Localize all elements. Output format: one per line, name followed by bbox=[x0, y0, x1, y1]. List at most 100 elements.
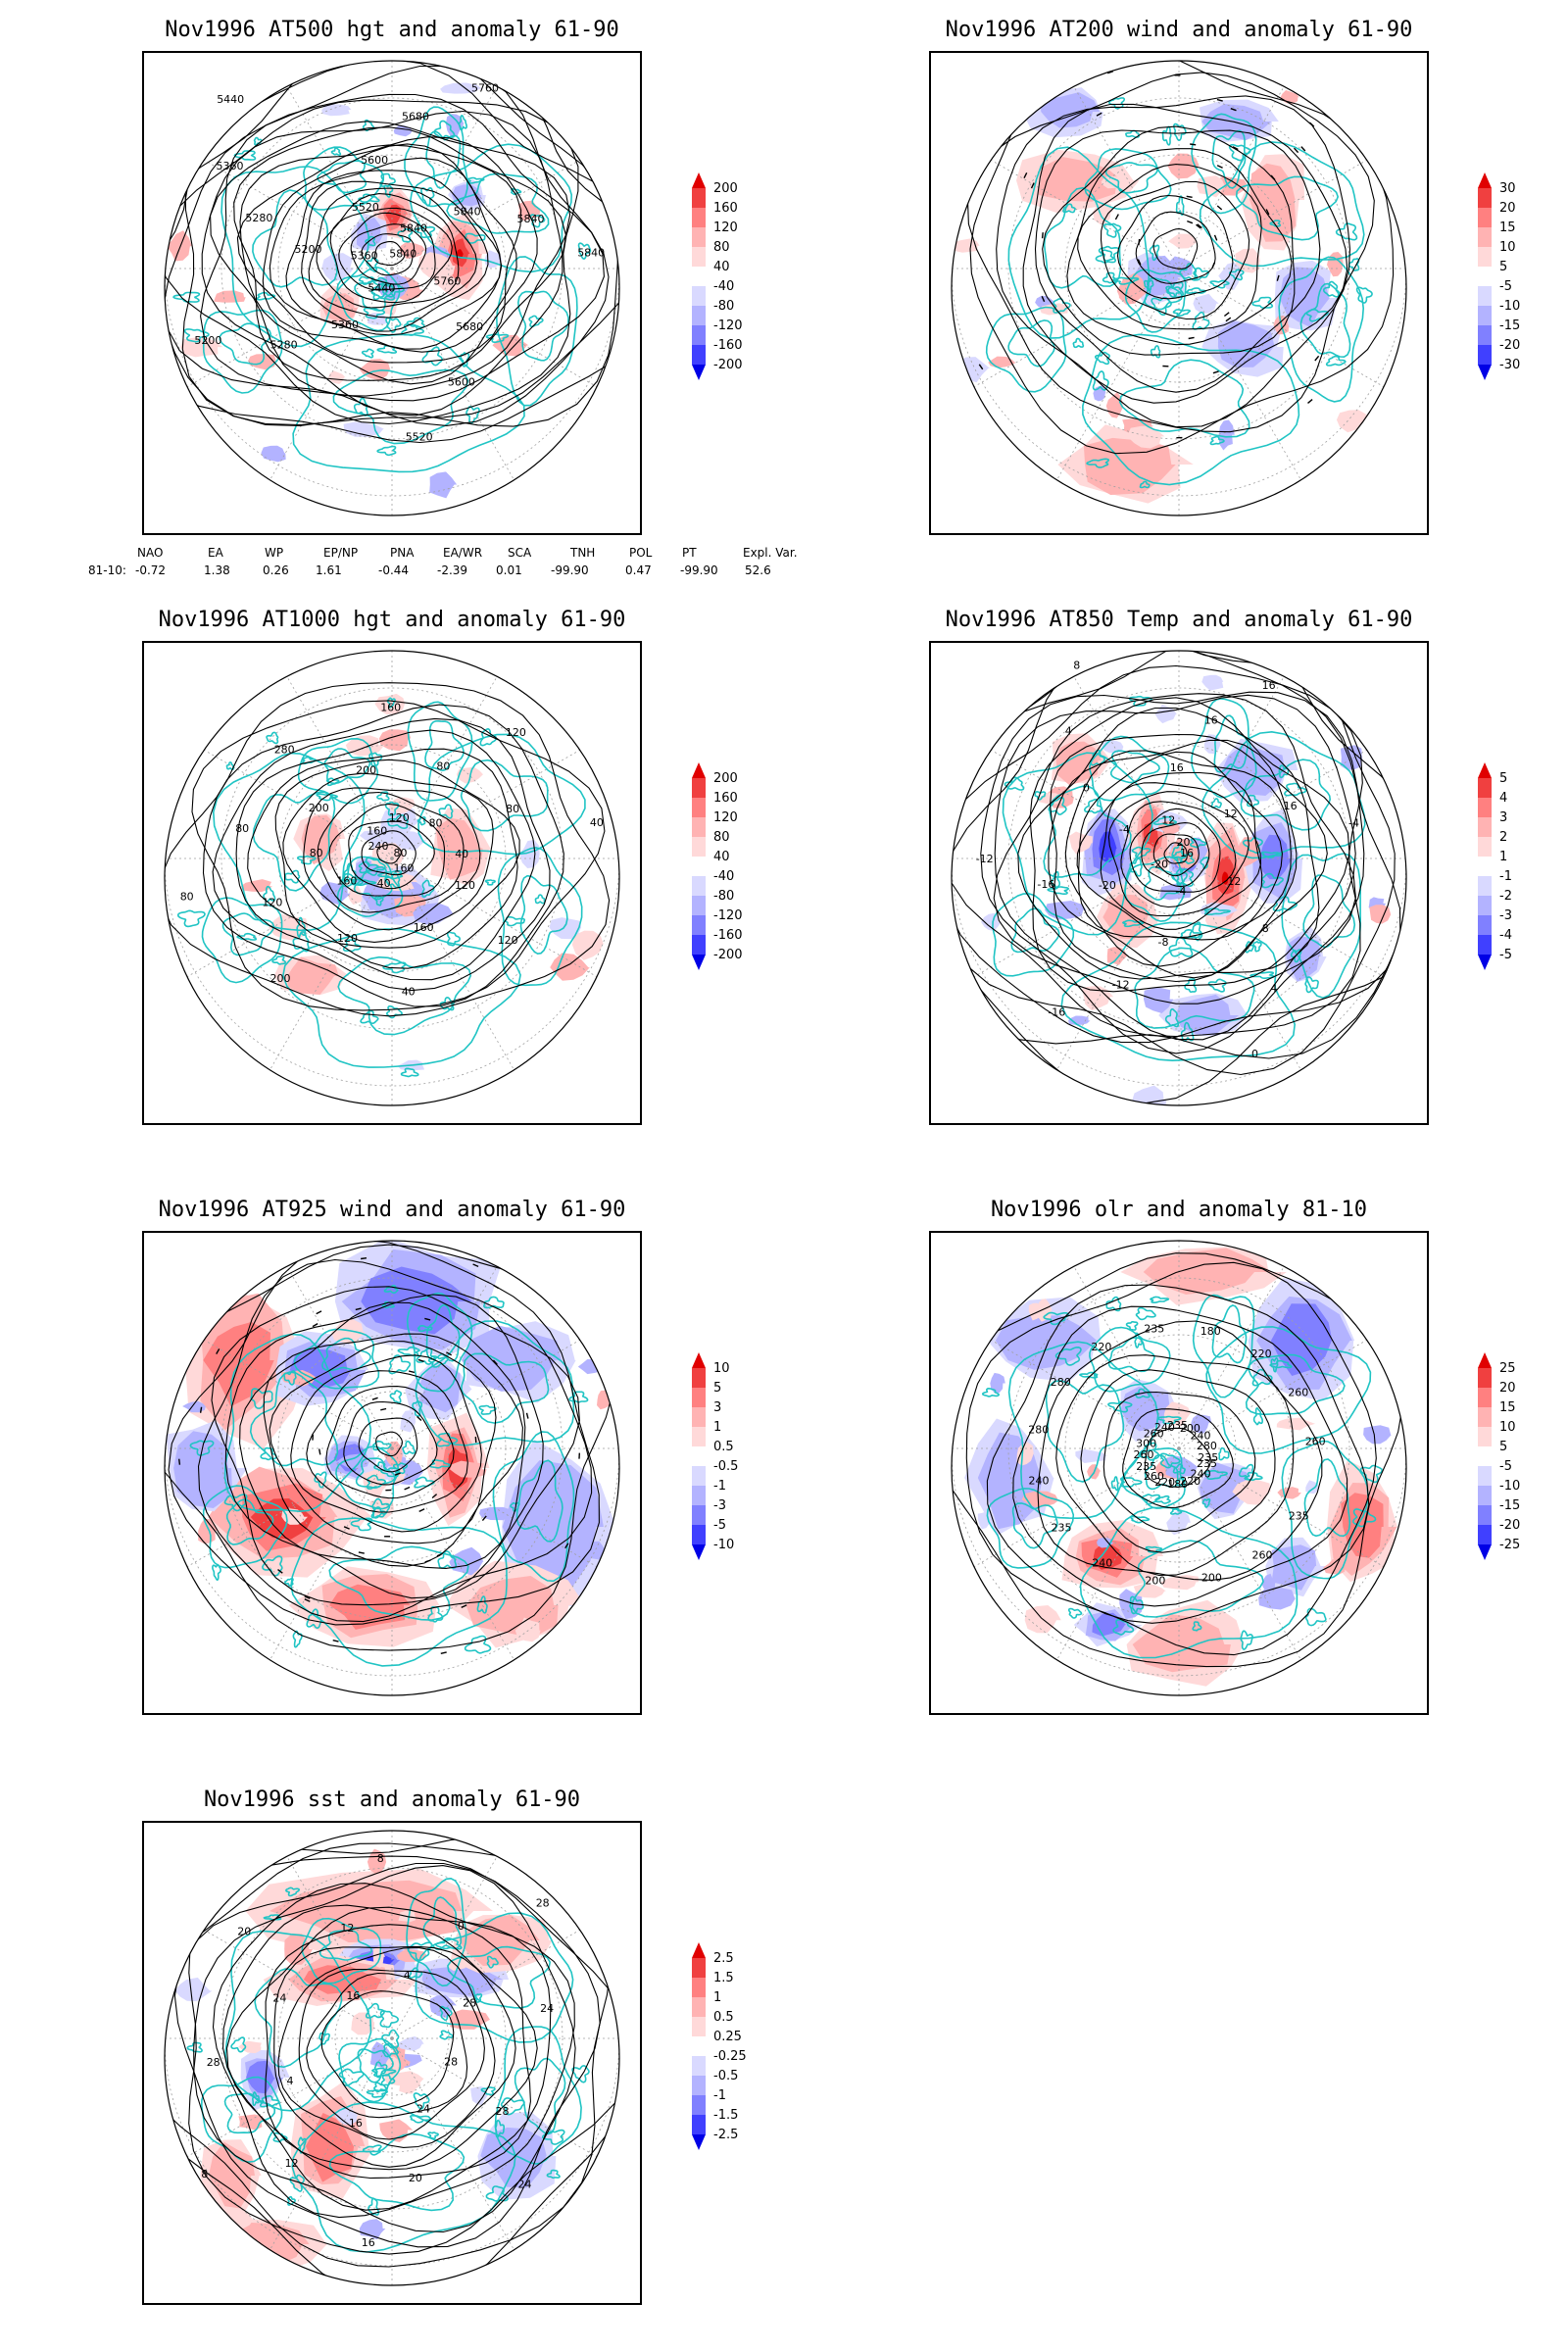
island-coastline bbox=[416, 1348, 437, 1365]
streamline-arrow bbox=[418, 1508, 425, 1513]
coastline bbox=[220, 166, 369, 348]
scale-swatch bbox=[1478, 267, 1492, 286]
island-coastline bbox=[1098, 245, 1120, 262]
streamline-arrow bbox=[355, 1307, 362, 1311]
island-coastline bbox=[480, 2086, 496, 2096]
scale-label: -3 bbox=[713, 1498, 726, 1513]
contour-label: -20 bbox=[1099, 879, 1116, 892]
meridian bbox=[391, 61, 540, 270]
anomaly-shading bbox=[399, 242, 426, 260]
streamline-arrow bbox=[1216, 98, 1223, 102]
island-coastline bbox=[397, 1346, 420, 1357]
scale-swatch bbox=[692, 2017, 706, 2036]
contour-label: 235 bbox=[1198, 1451, 1218, 1464]
island-coastline bbox=[260, 1446, 277, 1461]
coastline bbox=[516, 290, 569, 362]
island-coastline bbox=[1244, 1471, 1263, 1481]
anomaly-shading bbox=[1038, 157, 1122, 202]
anomaly-shading bbox=[287, 956, 339, 995]
island-coastline bbox=[1269, 220, 1282, 227]
contour-line bbox=[376, 844, 402, 864]
scale-label: 40 bbox=[713, 850, 730, 864]
island-coastline bbox=[386, 697, 396, 709]
coastline bbox=[1131, 1540, 1264, 1618]
tele-header: EA/WR bbox=[443, 546, 483, 560]
contour-label: 120 bbox=[389, 811, 410, 824]
scale-label: -200 bbox=[713, 358, 743, 372]
island-coastline bbox=[380, 2074, 396, 2086]
contour-label: 16 bbox=[1284, 800, 1298, 812]
contour-label: 28 bbox=[463, 1996, 476, 2009]
contour-line bbox=[1129, 808, 1221, 893]
coastline bbox=[335, 1446, 400, 1510]
scale-arrow-top bbox=[1478, 1352, 1492, 1368]
contour-label: 4 bbox=[1270, 982, 1277, 995]
island-coastline bbox=[176, 909, 206, 928]
scale-label: 20 bbox=[1499, 1381, 1516, 1396]
streamline-arrow bbox=[1197, 223, 1202, 229]
contour-label: 5840 bbox=[400, 222, 427, 235]
island-coastline bbox=[296, 855, 317, 865]
contour-line bbox=[193, 1865, 576, 2233]
scale-swatch bbox=[692, 778, 706, 798]
contour-label: 80 bbox=[394, 847, 408, 859]
scale-arrow-top bbox=[692, 172, 706, 188]
island-coastline bbox=[466, 176, 485, 184]
contour-label: 235 bbox=[1197, 1457, 1217, 1470]
contour-line bbox=[165, 682, 611, 1017]
anomaly-shading bbox=[417, 252, 456, 279]
scale-label: -2.5 bbox=[713, 2128, 739, 2142]
contour-line bbox=[274, 759, 520, 949]
contour-line bbox=[191, 700, 606, 1011]
contour-line bbox=[375, 1431, 403, 1457]
island-coastline bbox=[402, 1440, 416, 1455]
scale-label: 0.5 bbox=[713, 1440, 734, 1454]
scale-label: -15 bbox=[1499, 318, 1521, 333]
island-coastline bbox=[1251, 296, 1274, 310]
scale-arrow-top bbox=[692, 1352, 706, 1368]
contour-label: 160 bbox=[367, 824, 387, 837]
anomaly-shading bbox=[436, 817, 483, 880]
island-coastline bbox=[494, 2119, 505, 2138]
contour-line bbox=[290, 1354, 482, 1533]
island-coastline bbox=[260, 2095, 280, 2108]
contour-label: 40 bbox=[590, 816, 604, 829]
scale-swatch bbox=[692, 2076, 706, 2095]
scale-label: -2 bbox=[1499, 889, 1512, 904]
island-coastline bbox=[384, 801, 400, 816]
contour-label: 280 bbox=[1051, 1376, 1071, 1389]
anomaly-shading bbox=[571, 930, 604, 960]
hemisphere-boundary bbox=[164, 1830, 620, 2286]
island-coastline bbox=[368, 752, 383, 767]
coastline bbox=[514, 2057, 566, 2135]
contour-line bbox=[952, 651, 1401, 1044]
island-coastline bbox=[189, 1440, 215, 1456]
scale-label: 5 bbox=[713, 1381, 722, 1396]
island-coastline bbox=[415, 225, 436, 238]
polar-map: 28 28 24 24 20 16 16 12 8 4 28 24 20 16 12 8 4 0 28 28 24 bbox=[164, 1830, 620, 2286]
anomaly-shading bbox=[461, 1325, 562, 1392]
scale-label: -5 bbox=[1499, 1459, 1512, 1474]
contour-line bbox=[1152, 228, 1199, 270]
scale-arrow-bottom bbox=[692, 1544, 706, 1560]
island-coastline bbox=[1129, 858, 1143, 877]
island-coastline bbox=[1175, 867, 1188, 887]
scale-swatch bbox=[1478, 1525, 1492, 1544]
coastline bbox=[323, 748, 371, 785]
island-coastline bbox=[292, 1630, 303, 1648]
island-coastline bbox=[1179, 263, 1199, 281]
meridian bbox=[244, 1447, 393, 1695]
tele-value: -99.90 bbox=[551, 564, 589, 577]
island-coastline bbox=[338, 2068, 365, 2086]
contour-line bbox=[952, 1252, 1404, 1668]
meridian bbox=[244, 858, 393, 1105]
contour-line bbox=[269, 157, 502, 350]
coastline bbox=[1211, 129, 1247, 189]
island-coastline bbox=[1251, 1368, 1273, 1387]
contour-line bbox=[202, 704, 564, 1007]
island-coastline bbox=[446, 931, 462, 947]
island-coastline bbox=[981, 1387, 1001, 1397]
meridian bbox=[244, 268, 393, 515]
anomaly-shading bbox=[1133, 1584, 1166, 1598]
coastline bbox=[1011, 1502, 1058, 1549]
